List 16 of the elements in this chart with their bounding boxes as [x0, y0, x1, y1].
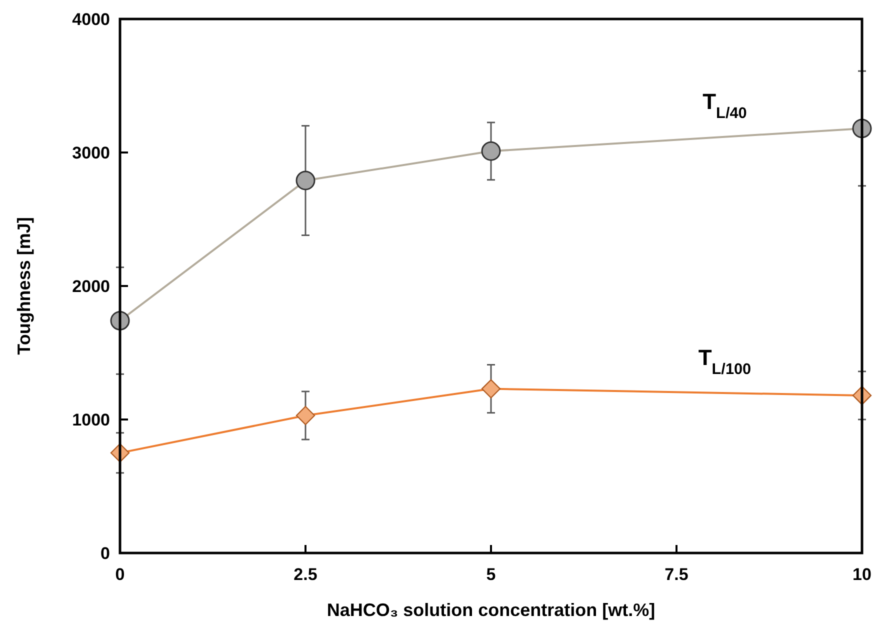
series-label: T$_{L/40}$	[702, 88, 747, 122]
point	[481, 141, 501, 161]
y-axis-title: Toughness [mJ]	[14, 217, 34, 355]
y-tick-label: 2000	[72, 276, 110, 296]
series-label: T$_{L/100}$	[698, 345, 752, 378]
x-tick-label: 2.5	[294, 565, 318, 584]
x-tick-label: 10	[852, 565, 872, 584]
y-tick-label: 4000	[72, 10, 110, 29]
point	[296, 170, 316, 190]
y-tick-label: 1000	[72, 410, 110, 430]
x-tick-label: 5	[486, 565, 496, 584]
y-tick-label: 0	[100, 544, 110, 563]
x-tick-label: 7.5	[664, 565, 688, 584]
x-tick-label: 0	[115, 565, 125, 584]
y-tick-label: 3000	[72, 143, 110, 162]
x-axis-title: NaHCO₃ solution concentration [wt.%]	[326, 600, 656, 620]
